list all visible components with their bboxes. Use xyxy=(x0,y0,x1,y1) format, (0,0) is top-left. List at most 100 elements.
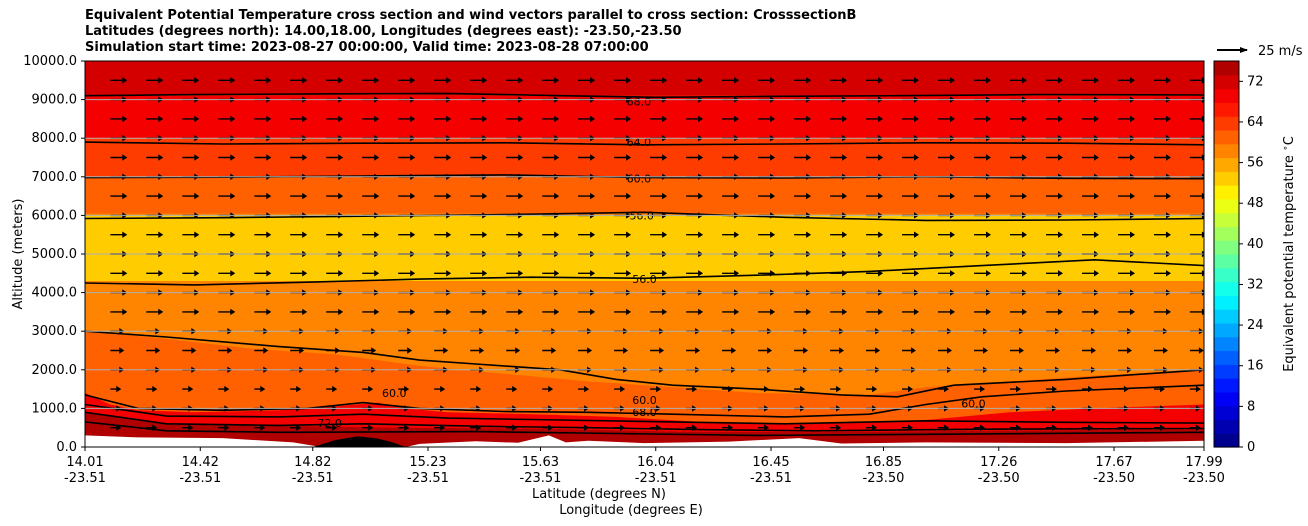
colorbar-tick-label: 32 xyxy=(1247,277,1264,292)
wind-vector xyxy=(1118,308,1135,316)
wind-vector xyxy=(938,424,949,431)
wind-vector xyxy=(1082,231,1099,238)
wind-vector xyxy=(830,231,848,238)
wind-vector xyxy=(470,385,482,393)
wind-vector xyxy=(1046,154,1063,161)
wind-vector xyxy=(1082,308,1099,316)
wind-vector xyxy=(1046,308,1063,316)
wind-vector xyxy=(1189,154,1204,161)
x-tick-label-lat: 15.63 xyxy=(522,455,559,470)
wind-vector xyxy=(1046,347,1060,354)
wind-vector xyxy=(866,347,881,354)
wind-vector xyxy=(398,192,416,200)
wind-vector xyxy=(1010,308,1027,316)
wind-vector xyxy=(902,231,919,238)
wind-vector xyxy=(758,347,773,354)
contour-line xyxy=(85,411,1204,432)
wind-vector xyxy=(434,231,452,238)
wind-vector xyxy=(1154,308,1171,316)
colorbar: 0 8 16 24 32 40 48 56 64 72 xyxy=(1213,60,1264,455)
wind-vector xyxy=(1082,77,1099,84)
wind-vector xyxy=(290,270,308,277)
wind-vector xyxy=(110,192,128,200)
wind-vector xyxy=(362,115,380,123)
wind-vector xyxy=(650,231,668,238)
colorbar-segment xyxy=(1214,212,1239,228)
wind-vector xyxy=(362,308,380,316)
wind-vector xyxy=(686,424,698,431)
y-tick-label: 3000.0 xyxy=(32,324,78,339)
wind-vector xyxy=(686,154,704,161)
wind-vector xyxy=(146,154,164,161)
wind-vector xyxy=(326,424,338,431)
wind-vector xyxy=(866,385,878,393)
wind-vector xyxy=(218,154,236,161)
wind-vector xyxy=(578,115,596,123)
wind-vector xyxy=(902,192,919,200)
wind-vector xyxy=(290,115,308,123)
colorbar-segment xyxy=(1214,240,1239,255)
colorbar-segment xyxy=(1214,143,1239,159)
wind-vector xyxy=(866,308,884,316)
wind-reference-label: 25 m/s xyxy=(1258,44,1303,59)
contour-line xyxy=(85,421,1204,437)
colorbar-segment xyxy=(1214,129,1239,145)
wind-vector xyxy=(722,192,740,200)
wind-vector xyxy=(794,115,812,123)
wind-vector xyxy=(146,308,164,316)
colorbar-segment xyxy=(1214,322,1239,338)
wind-vector xyxy=(866,192,884,200)
wind-vector xyxy=(1046,192,1063,200)
wind-vector xyxy=(1118,385,1129,393)
contour-label: 64.0 xyxy=(627,136,652,149)
wind-vector xyxy=(866,154,884,161)
wind-vector xyxy=(578,424,590,431)
wind-vector xyxy=(1118,231,1135,238)
wind-vector xyxy=(542,77,560,84)
wind-vector xyxy=(110,424,122,431)
wind-vector xyxy=(1010,192,1027,200)
wind-vector xyxy=(470,424,482,431)
field-layer-1 xyxy=(85,176,1204,214)
wind-vector xyxy=(182,115,200,123)
wind-vector xyxy=(1189,270,1204,277)
wind-vector xyxy=(1010,77,1027,84)
wind-vector xyxy=(1189,115,1204,123)
wind-vector xyxy=(182,77,200,84)
wind-vector xyxy=(1010,424,1021,431)
colorbar-segment xyxy=(1214,267,1239,283)
wind-vector xyxy=(614,270,632,277)
x-axis-label-latitude: Latitude (degrees N) xyxy=(532,487,666,502)
wind-vector xyxy=(542,154,560,161)
contour-line xyxy=(85,403,1204,425)
wind-vector xyxy=(830,424,842,431)
wind-vector xyxy=(470,115,488,123)
y-tick-label: 5000.0 xyxy=(32,247,78,262)
wind-vector xyxy=(146,385,158,393)
wind-vector xyxy=(830,308,848,316)
colorbar-tick-label: 8 xyxy=(1247,399,1255,414)
wind-vector xyxy=(1118,115,1135,123)
wind-vector xyxy=(182,385,194,393)
colorbar-tick-label: 0 xyxy=(1247,440,1255,455)
wind-vector xyxy=(254,424,266,431)
wind-vector xyxy=(686,270,704,277)
wind-vector xyxy=(290,77,308,84)
x-tick-label-lon: -23.51 xyxy=(635,471,677,486)
wind-vector xyxy=(578,231,596,238)
plot-frame xyxy=(84,60,1205,448)
colorbar-segment xyxy=(1214,157,1239,172)
wind-vector xyxy=(218,231,236,238)
wind-vector xyxy=(1082,192,1099,200)
wind-vector xyxy=(794,270,812,277)
wind-vector xyxy=(758,115,776,123)
contour-line xyxy=(85,211,1204,222)
wind-vector xyxy=(110,154,128,161)
wind-vector xyxy=(1010,385,1021,393)
wind-vector xyxy=(866,424,878,431)
wind-vector xyxy=(1082,347,1096,354)
wind-vector xyxy=(830,192,848,200)
wind-vector xyxy=(326,115,344,123)
y-tick-label: 2000.0 xyxy=(32,363,78,378)
